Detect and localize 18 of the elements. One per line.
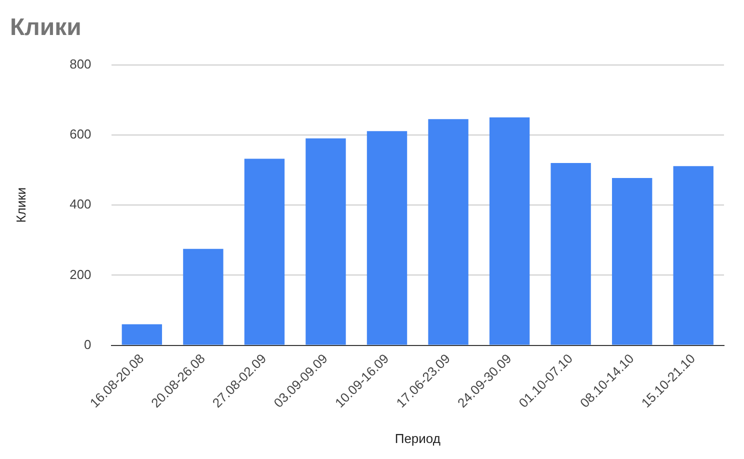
bar: [428, 119, 468, 345]
bar: [550, 162, 591, 345]
y-tick-label: 400: [70, 196, 92, 212]
chart-title: Клики: [10, 14, 82, 42]
bar: [489, 117, 530, 345]
y-tick-label: 200: [70, 266, 92, 282]
bar: [244, 158, 285, 345]
y-tick-label: 800: [70, 56, 92, 72]
y-axis-title: Клики: [13, 187, 28, 223]
y-tick-label: 600: [70, 126, 92, 142]
y-tick-label: 0: [84, 336, 92, 352]
bar: [366, 131, 408, 345]
bar: [612, 178, 652, 345]
bar: [122, 324, 162, 345]
bar: [306, 138, 346, 345]
bar: [673, 166, 714, 345]
x-axis-title: Период: [394, 430, 441, 446]
bar: [183, 248, 224, 345]
